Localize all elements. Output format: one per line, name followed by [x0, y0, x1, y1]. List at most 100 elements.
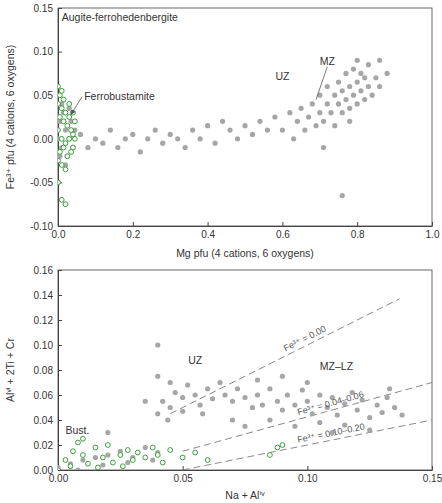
- scatter-point: [150, 445, 155, 450]
- scatter-point: [355, 80, 360, 85]
- scatter-point: [351, 93, 356, 98]
- x-tick-mark: [307, 466, 308, 470]
- scatter-point: [336, 101, 341, 106]
- scatter-point: [68, 464, 73, 469]
- scatter-point: [67, 136, 72, 141]
- annotation: Ferrobustamite: [84, 90, 155, 102]
- x-tick-label: 0.10: [298, 473, 318, 484]
- y-tick: -0.05: [30, 177, 62, 188]
- x-tick-label: 0.6: [276, 229, 290, 240]
- y-tick: 0.16: [34, 265, 62, 276]
- scatter-point: [100, 462, 105, 467]
- scatter-point: [58, 468, 60, 470]
- y-tick: 0.14: [34, 290, 62, 301]
- scatter-point: [250, 405, 255, 410]
- x-tick: 0.4: [201, 222, 215, 240]
- scatter-point: [280, 407, 285, 412]
- scatter-point: [362, 97, 367, 102]
- scatter-point: [366, 62, 371, 67]
- scatter-point: [93, 455, 98, 460]
- scatter-point: [377, 58, 382, 63]
- scatter-point: [332, 93, 337, 98]
- scatter-point: [105, 452, 110, 457]
- y-tick-label: 0.10: [34, 340, 54, 351]
- scatter-point: [347, 84, 352, 89]
- scatter-point: [59, 106, 64, 111]
- scatter-point: [373, 75, 378, 80]
- x-tick: 0.05: [173, 466, 193, 484]
- scatter-point: [168, 405, 173, 410]
- scatter-point: [200, 411, 205, 416]
- y-tick-label: 0.10: [34, 46, 54, 57]
- scatter-point: [130, 458, 135, 463]
- scatter-point: [58, 102, 60, 107]
- y-tick-mark: [58, 52, 62, 53]
- scatter-point: [317, 420, 322, 425]
- scatter-point: [76, 440, 81, 445]
- scatter-point: [168, 380, 173, 385]
- scatter-point: [58, 180, 60, 185]
- scatter-point: [110, 460, 115, 465]
- scatter-point: [377, 84, 382, 89]
- scatter-point: [61, 97, 66, 102]
- x-tick-mark: [432, 222, 433, 226]
- scatter-series: [58, 84, 77, 207]
- annotation-leader: [316, 67, 327, 100]
- y-tick: 0.12: [34, 315, 62, 326]
- y-tick-label: 0.06: [34, 390, 54, 401]
- y-tick-mark: [58, 226, 62, 227]
- scatter-point: [198, 402, 203, 407]
- x-tick-mark: [282, 222, 283, 226]
- x-tick-mark: [208, 222, 209, 226]
- scatter-point: [78, 132, 83, 137]
- scatter-point: [255, 377, 260, 382]
- scatter-point: [190, 127, 195, 132]
- x-tick-label: 0.0: [52, 229, 66, 240]
- scatter-point: [355, 101, 360, 106]
- scatter-point: [292, 424, 297, 429]
- y-tick-mark: [58, 395, 62, 396]
- scatter-point: [280, 443, 285, 448]
- x-tick: 0.2: [126, 222, 140, 240]
- scatter-point: [212, 141, 217, 146]
- y-tick-mark: [58, 295, 62, 296]
- y-tick-label: 0.00: [34, 465, 54, 476]
- reference-line: [183, 420, 432, 470]
- scatter-point: [180, 455, 185, 460]
- scatter-point: [367, 427, 372, 432]
- scatter-point: [135, 450, 140, 455]
- scatter-point: [317, 110, 322, 115]
- scatter-point: [80, 457, 85, 462]
- y-tick: 0.00: [34, 134, 62, 145]
- scatter-point: [343, 97, 348, 102]
- scatter-point: [257, 119, 262, 124]
- annotation: UZ: [275, 70, 290, 82]
- scatter-point: [235, 386, 240, 391]
- scatter-point: [328, 110, 333, 115]
- y-axis: -0.10-0.050.000.050.100.15: [30, 3, 62, 232]
- scatter-point: [59, 88, 64, 93]
- scatter-point: [63, 110, 68, 115]
- scatter-point: [59, 197, 64, 202]
- scatter-point: [285, 392, 290, 397]
- y-tick-label: 0.02: [34, 440, 54, 451]
- scatter-point: [165, 417, 170, 422]
- scatter-point: [63, 458, 68, 463]
- scatter-point: [193, 450, 198, 455]
- scatter-point: [355, 58, 360, 63]
- scatter-point: [310, 101, 315, 106]
- scatter-point: [100, 455, 105, 460]
- y-tick-label: 0.05: [34, 90, 54, 101]
- scatter-point: [340, 110, 345, 115]
- x-axis-line: [59, 226, 433, 227]
- x-tick-mark: [133, 222, 134, 226]
- x-tick-label: 1.0: [426, 229, 440, 240]
- scatter-point: [358, 88, 363, 93]
- x-axis: 0.00.20.40.60.81.0: [52, 222, 440, 240]
- scatter-point: [321, 145, 326, 150]
- scatter-point: [100, 141, 105, 146]
- scatter-point: [125, 448, 130, 453]
- scatter-point: [358, 71, 363, 76]
- plot-area: [58, 299, 432, 470]
- scatter-point: [123, 136, 128, 141]
